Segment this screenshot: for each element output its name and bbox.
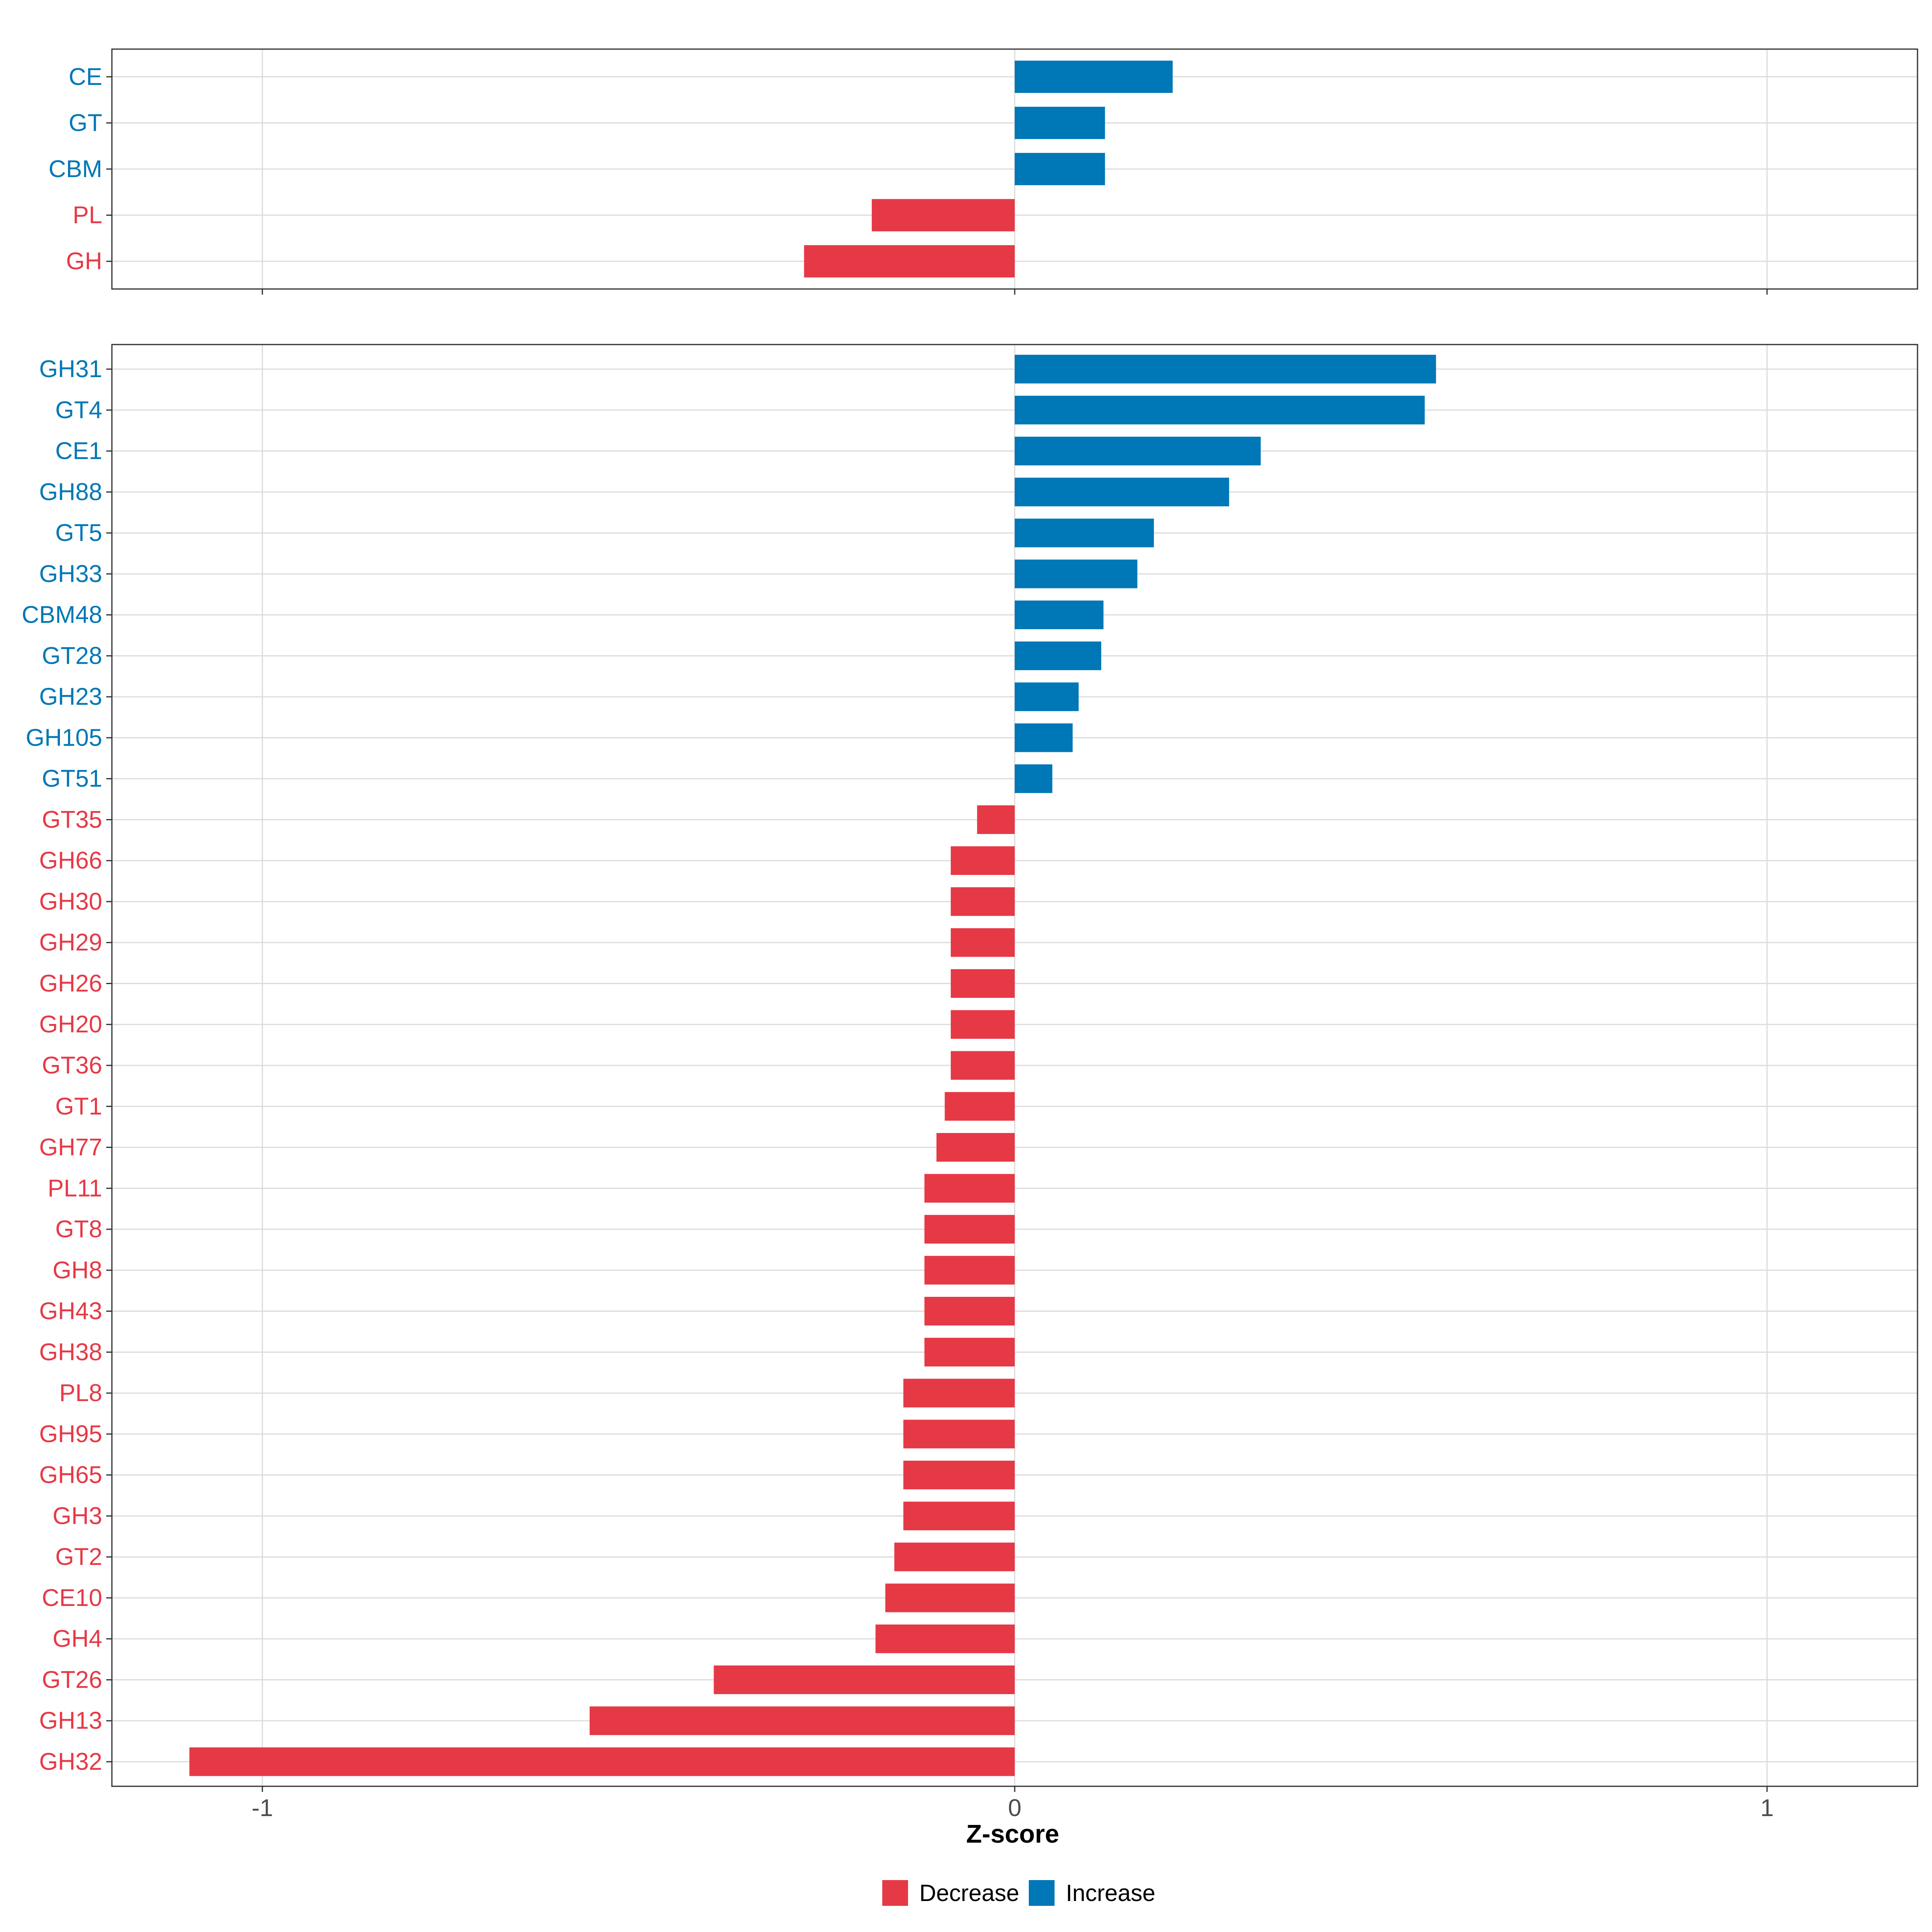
y-tick-label: CBM [49,155,102,182]
legend-label-decrease: Decrease [919,1880,1019,1906]
bar-gh29 [951,928,1015,957]
bar-gh88 [1015,477,1229,506]
y-tick-label: GT51 [42,765,102,792]
y-tick-label: CE10 [42,1584,102,1611]
y-tick-label: GT2 [55,1543,102,1570]
bar-gh23 [1015,682,1079,711]
x-tick-label: 1 [1760,1794,1773,1821]
bar-gh3 [903,1501,1015,1530]
bar-gt [1015,107,1105,139]
y-tick-label: GH8 [53,1257,102,1284]
bar-gt4 [1015,396,1425,425]
y-tick-label: GH30 [39,888,102,915]
y-tick-label: GH95 [39,1420,102,1447]
bar-gh105 [1015,723,1073,752]
bar-ce10 [885,1583,1015,1612]
bar-gh20 [951,1010,1015,1039]
chart-panels: CE GT CBM PL GH GH31 GT4 CE1 GH88 GT5 GH33 CBM48 GT2… [22,48,1918,1792]
y-tick-label: GT [69,109,102,136]
y-tick-label: GT5 [55,519,102,546]
bar-gt8 [924,1215,1015,1244]
y-tick-label: GH33 [39,560,102,587]
y-tick-label: GT28 [42,642,102,669]
bar-pl [871,199,1015,231]
y-tick-label: GH23 [39,683,102,710]
y-tick-label: GT26 [42,1666,102,1693]
y-tick-label: GT35 [42,806,102,833]
bar-gh65 [903,1460,1015,1490]
y-tick-label: GT4 [55,396,102,423]
y-tick-label: GH77 [39,1134,102,1161]
y-tick-label: GH43 [39,1298,102,1325]
y-tick-label: PL [73,202,102,229]
x-tick-label: -1 [252,1794,273,1821]
y-tick-label: GH65 [39,1461,102,1488]
bar-gh33 [1015,559,1137,588]
bar-gh66 [951,846,1015,875]
y-tick-label: GH13 [39,1707,102,1734]
bar-ce1 [1015,436,1261,466]
y-tick-label: GH26 [39,970,102,997]
y-tick-label: CE1 [55,438,102,464]
bar-gh32 [189,1747,1015,1776]
y-tick-label: CBM48 [22,601,102,628]
x-tick-label: 0 [1008,1794,1021,1821]
bar-gh8 [924,1256,1015,1285]
bar-gh26 [951,969,1015,998]
bar-pl11 [924,1174,1015,1203]
y-tick-label: GH4 [53,1625,102,1652]
panel-family: GH31 GT4 CE1 GH88 GT5 GH33 CBM48 GT28 GH23 GH105 G… [22,344,1918,1792]
legend-label-increase: Increase [1066,1880,1155,1906]
bar-gh95 [903,1420,1015,1449]
bar-gh77 [936,1133,1015,1162]
bar-gt35 [977,805,1015,834]
bar-gh43 [924,1296,1015,1326]
bar-gt26 [714,1665,1015,1695]
y-tick-label: GT1 [55,1093,102,1120]
y-tick-label: GH31 [39,355,102,382]
legend-swatch-decrease [882,1880,908,1906]
panel-class: CE GT CBM PL GH [49,48,1918,295]
y-tick-label: GH38 [39,1338,102,1365]
y-tick-label: GT36 [42,1052,102,1079]
bar-gt28 [1015,641,1101,671]
bar-cbm48 [1015,601,1104,630]
bar-ce [1015,60,1173,93]
y-tick-label: GH3 [53,1502,102,1529]
y-tick-label: GH66 [39,847,102,874]
bar-gt5 [1015,518,1154,547]
y-tick-label: GH29 [39,929,102,956]
bar-gt1 [945,1092,1015,1121]
bar-gt2 [894,1542,1015,1571]
y-tick-label: GH105 [26,724,102,751]
y-tick-label: GH [66,248,102,275]
legend: Decrease Increase [882,1880,1155,1906]
y-tick-label: GH32 [39,1748,102,1775]
y-tick-label: CE [69,63,102,90]
y-tick-label: PL11 [47,1174,102,1201]
bar-gh [804,245,1015,278]
bar-cbm [1015,153,1105,186]
bar-gh13 [589,1706,1015,1735]
y-tick-label: GT8 [55,1216,102,1243]
bar-gh4 [875,1624,1015,1653]
bar-pl8 [903,1379,1015,1408]
bar-gh30 [951,887,1015,916]
y-tick-label: PL8 [59,1379,102,1406]
bar-gh31 [1015,355,1436,384]
bar-gt51 [1015,764,1053,793]
bar-gh38 [924,1338,1015,1366]
bar-gt36 [951,1051,1015,1080]
x-axis-title: Z-score [966,1819,1059,1848]
y-tick-label: GH20 [39,1011,102,1038]
legend-swatch-increase [1029,1880,1055,1906]
x-axis: -1 0 1 [252,1794,1774,1821]
y-tick-label: GH88 [39,478,102,505]
